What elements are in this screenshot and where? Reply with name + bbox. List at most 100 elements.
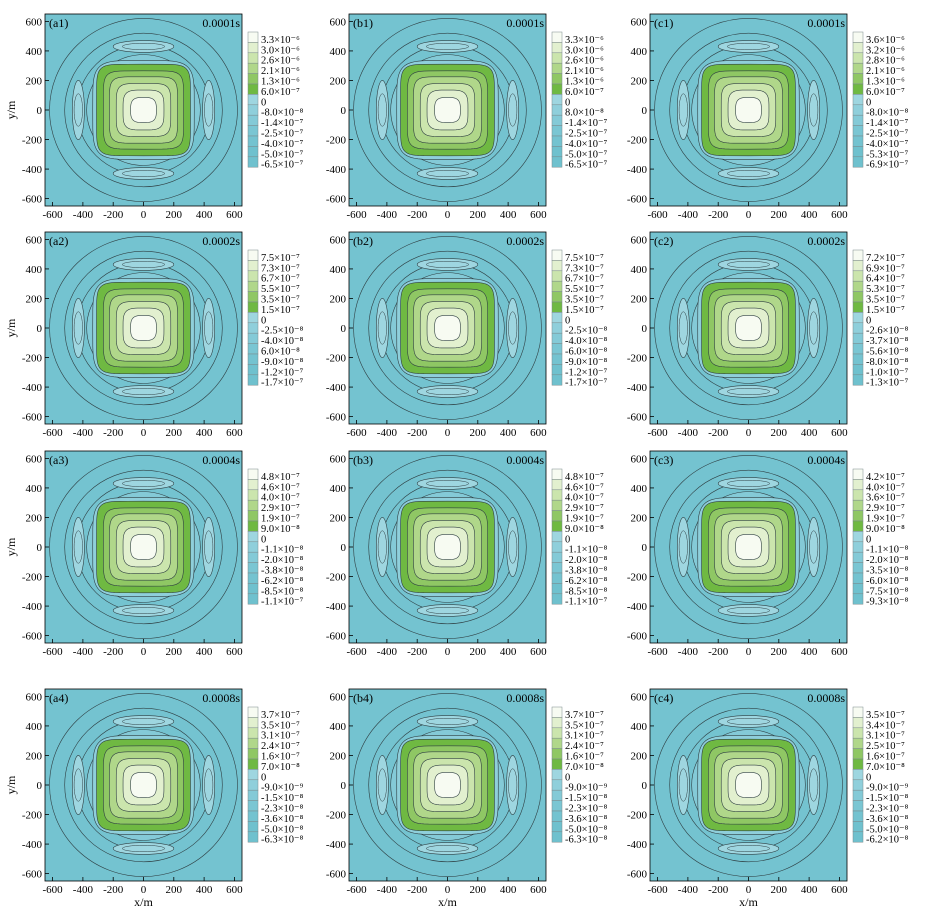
side-lobe-contour [375, 755, 389, 815]
negative-contour [654, 236, 843, 420]
negative-contour [669, 250, 828, 406]
legend-swatch [551, 94, 563, 106]
side-lobe-contour [375, 80, 389, 140]
legend-label: -6.3×10⁻⁸ [565, 835, 608, 846]
y-tick-label: 400 [330, 483, 347, 495]
side-lobe-contour [416, 167, 479, 180]
negative-contour [368, 250, 527, 406]
x-tick-label: 0 [141, 427, 147, 439]
y-tick-label: 600 [26, 691, 43, 703]
legend-label: -9.0×10⁻⁹ [261, 783, 304, 794]
x-tick-label: 0 [141, 884, 147, 896]
panel-time: 0.0001s [506, 16, 544, 30]
legend-swatch [551, 769, 563, 781]
legend-label: -6.0×10⁻⁸ [866, 576, 909, 587]
legend-swatch [247, 789, 259, 801]
side-lobe-contour [506, 755, 520, 815]
y-tick-label: 400 [26, 264, 43, 276]
legend-swatch [551, 270, 563, 282]
legend-label: -2.5×10⁻⁷ [866, 129, 909, 140]
y-tick-label: -400 [326, 839, 347, 851]
x-tick-label: -600 [346, 427, 367, 439]
legend-swatch [852, 706, 864, 718]
side-lobe-contour [426, 42, 469, 50]
legend-label: -9.0×10⁻⁹ [565, 783, 608, 794]
legend-swatch [247, 280, 259, 292]
legend-label: 3.5×10⁻⁷ [565, 720, 604, 731]
legend-swatch [247, 343, 259, 355]
legend-label: 1.9×10⁻⁷ [866, 514, 905, 525]
side-lobe-contour [122, 260, 165, 268]
legend-swatch [852, 322, 864, 334]
side-lobe-contour [717, 715, 780, 728]
legend-label: 1.5×10⁻⁷ [565, 305, 604, 316]
legend-label: -1.4×10⁻⁷ [565, 118, 608, 129]
legend-label: -8.0×10⁻⁸ [866, 108, 909, 119]
x-tick-label: -400 [377, 427, 398, 439]
legend-swatch [852, 758, 864, 770]
y-tick-label: -600 [627, 631, 648, 643]
legend-swatch [551, 280, 563, 292]
side-lobe-contour [204, 93, 214, 127]
negative-contour [64, 469, 223, 625]
legend-label: 4.2×10⁻⁷ [866, 472, 905, 483]
panel-label: (c3) [654, 453, 673, 467]
legend-swatch [247, 260, 259, 272]
legend-swatch [852, 52, 864, 64]
legend-swatch [247, 52, 259, 64]
legend-label: 0 [565, 534, 570, 545]
side-lobe-contour [807, 298, 821, 358]
legend-label: 1.3×10⁻⁶ [866, 77, 905, 88]
x-tick-label: -200 [708, 427, 729, 439]
legend-label: -9.0×10⁻⁹ [866, 783, 909, 794]
panel-label: (a2) [49, 234, 68, 248]
legend-swatch [551, 353, 563, 365]
y-tick-label: -400 [326, 601, 347, 613]
legend-swatch [551, 541, 563, 553]
side-lobe-contour [71, 517, 85, 577]
panel-a3: -600 -600 -400 -400 -200 -200 0 0 200 200 400 400 60… [4, 450, 304, 658]
legend-swatch [852, 572, 864, 584]
legend-swatch [551, 42, 563, 54]
legend-label: 4.6×10⁻⁷ [565, 482, 604, 493]
legend-label: 6.0×10⁻⁸ [261, 347, 300, 358]
legend-label: -1.1×10⁻⁸ [565, 545, 608, 556]
legend-swatch [247, 769, 259, 781]
legend-label: 5.5×10⁻⁷ [565, 284, 604, 295]
y-tick-label: -600 [326, 869, 347, 881]
legend-swatch [551, 343, 563, 355]
x-tick-label: 0 [746, 209, 752, 221]
legend-swatch [852, 125, 864, 137]
legend-label: 3.0×10⁻⁶ [261, 45, 300, 56]
legend-swatch [247, 125, 259, 137]
side-lobe-contour [375, 298, 389, 358]
legend-label: 7.5×10⁻⁷ [565, 253, 604, 264]
x-tick-label: 400 [801, 209, 818, 221]
x-tick-label: -200 [407, 646, 428, 658]
y-tick-label: 0 [37, 323, 43, 335]
x-tick-label: -600 [346, 209, 367, 221]
positive-contour [130, 315, 157, 341]
side-lobe-contour [727, 170, 770, 178]
legend-swatch [852, 249, 864, 261]
legend: 3.5×10⁻⁷3.4×10⁻⁷3.1×10⁻⁷2.5×10⁻⁷1.6×10⁻⁷… [852, 706, 909, 846]
side-lobe-contour [426, 717, 469, 725]
legend-swatch [551, 146, 563, 158]
negative-contour [654, 455, 843, 639]
negative-contour [669, 707, 828, 863]
legend-label: -4.0×10⁻⁷ [565, 139, 608, 150]
x-tick-label: -200 [103, 427, 124, 439]
y-tick-label: 600 [631, 453, 648, 465]
legend-swatch [247, 572, 259, 584]
x-tick-label: 200 [771, 209, 788, 221]
negative-contour [49, 236, 238, 420]
legend-swatch [852, 156, 864, 168]
legend-swatch [247, 531, 259, 543]
legend-label: -5.0×10⁻⁸ [565, 824, 608, 835]
legend-label: 9.0×10⁻⁸ [565, 524, 604, 535]
legend-swatch [852, 114, 864, 126]
legend-swatch [551, 551, 563, 563]
side-lobe-contour [809, 768, 819, 802]
negative-contour [654, 693, 843, 877]
legend-swatch [852, 291, 864, 303]
